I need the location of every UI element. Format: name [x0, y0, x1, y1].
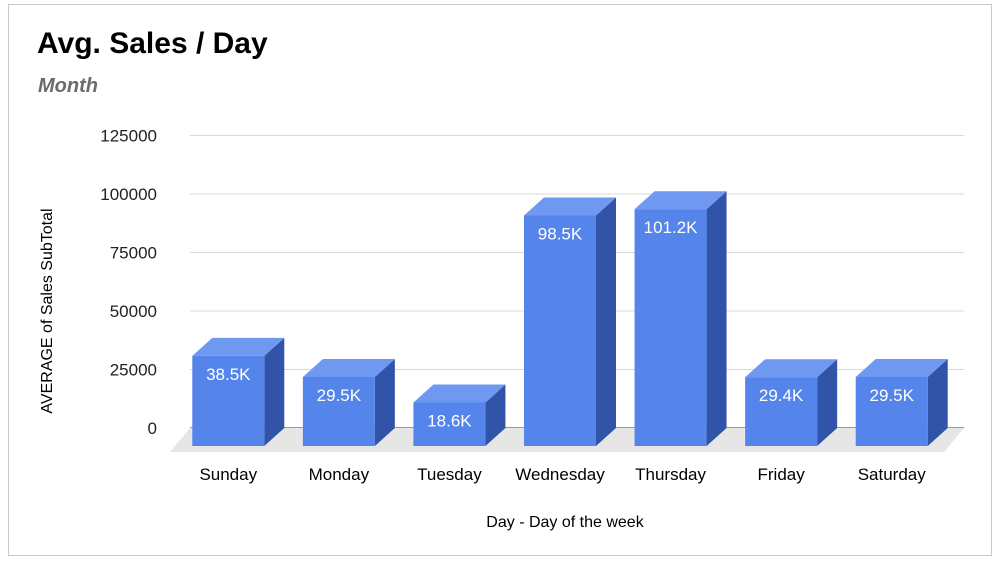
bar-front — [855, 376, 928, 446]
bar-front — [413, 402, 486, 446]
y-axis-title: AVERAGE of Sales SubTotal — [39, 208, 56, 413]
x-tick-label: Saturday — [858, 465, 927, 484]
y-axis-ticks: 0 25000 50000 75000 100000 125000 — [100, 127, 157, 439]
bar-top — [855, 358, 948, 377]
bar-front — [302, 376, 375, 446]
data-label: 29.5K — [317, 386, 362, 405]
bar-top — [524, 197, 616, 216]
bars: 38.5K 29.5K 18.6K 98.5K 101.2K 29.4K 29.5K — [192, 191, 948, 446]
bar: 29.5K — [855, 358, 948, 446]
data-label: 38.5K — [206, 365, 251, 384]
y-tick-label: 0 — [148, 419, 157, 438]
x-axis-ticks: Sunday Monday Tuesday Wednesday Thursday Frid… — [199, 465, 926, 484]
bar-front — [192, 355, 265, 446]
data-label: 98.5K — [538, 225, 583, 244]
bar-top — [634, 191, 727, 210]
x-tick-label: Monday — [309, 465, 370, 484]
x-tick-label: Wednesday — [515, 465, 605, 484]
data-label: 29.5K — [869, 386, 914, 405]
bar-side — [264, 337, 285, 446]
y-tick-label: 75000 — [110, 244, 157, 263]
data-label: 18.6K — [427, 411, 472, 430]
y-tick-label: 100000 — [100, 185, 157, 204]
bar-side — [374, 358, 395, 446]
bar-top — [413, 384, 506, 403]
x-tick-label: Thursday — [635, 465, 706, 484]
bar-side — [817, 359, 838, 446]
bar: 98.5K — [524, 197, 616, 446]
x-axis-title: Day - Day of the week — [486, 514, 644, 531]
bar-top — [192, 337, 285, 356]
data-label: 29.4K — [759, 386, 804, 405]
y-tick-label: 50000 — [110, 302, 157, 321]
bar-top — [745, 359, 838, 378]
bar: 29.4K — [745, 359, 838, 446]
chart-subtitle: Month — [38, 75, 98, 97]
x-tick-label: Tuesday — [417, 465, 482, 484]
y-tick-label: 125000 — [100, 127, 157, 146]
y-tick-label: 25000 — [110, 361, 157, 380]
bar: 29.5K — [302, 358, 395, 446]
bar-front — [745, 377, 818, 446]
data-label: 101.2K — [644, 218, 699, 237]
bar-side — [485, 384, 506, 446]
bar: 101.2K — [634, 191, 727, 446]
bar-top — [302, 358, 395, 377]
x-tick-label: Friday — [758, 465, 806, 484]
bar: 18.6K — [413, 384, 506, 446]
bar-side — [927, 358, 948, 446]
bar-front — [634, 209, 707, 446]
chart-frame — [8, 4, 992, 556]
bar-side — [706, 191, 727, 446]
bar: 38.5K — [192, 337, 285, 446]
x-tick-label: Sunday — [199, 465, 257, 484]
bar-side — [596, 197, 616, 446]
chart-title: Avg. Sales / Day — [37, 27, 268, 60]
bar-front — [524, 215, 596, 446]
